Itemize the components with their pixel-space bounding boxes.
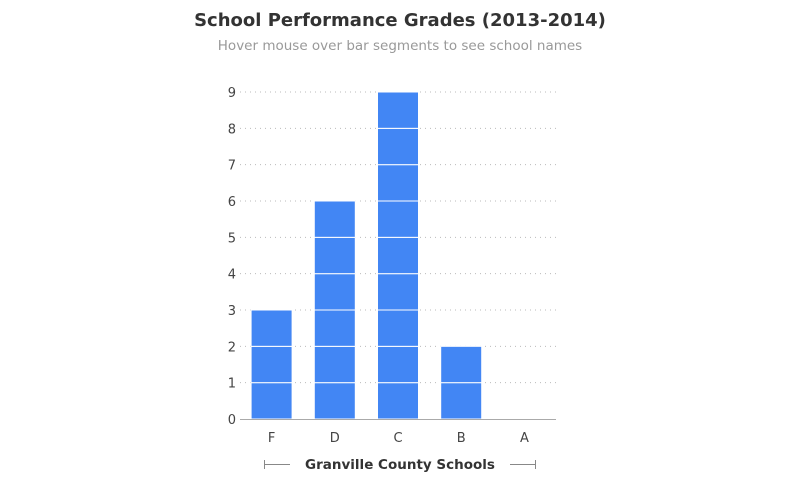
bar-segment[interactable] xyxy=(250,382,293,420)
bar-segment[interactable] xyxy=(313,273,356,311)
bar-segment[interactable] xyxy=(377,273,419,311)
bar[interactable] xyxy=(440,345,483,420)
bar-segment[interactable] xyxy=(377,164,419,202)
bar-segment[interactable] xyxy=(440,345,483,384)
x-axis-title-line-left xyxy=(263,460,290,469)
y-tick-label: 9 xyxy=(228,86,236,101)
y-tick-label: 1 xyxy=(228,377,236,392)
y-axis-ticks: 0 1 2 3 4 5 6 7 8 9 xyxy=(228,86,236,428)
bar-segment[interactable] xyxy=(377,309,419,347)
bar-segment[interactable] xyxy=(313,200,356,238)
y-tick-label: 5 xyxy=(228,231,236,246)
x-axis-title: Granville County Schools xyxy=(305,457,495,473)
x-axis-title-wrap: Granville County Schools xyxy=(0,454,800,473)
y-tick-label: 3 xyxy=(228,304,236,319)
bar-segment[interactable] xyxy=(377,236,419,275)
y-tick-label: 6 xyxy=(228,195,236,210)
bar-segment[interactable] xyxy=(313,236,356,275)
y-tick-label: 0 xyxy=(228,413,236,428)
bar[interactable] xyxy=(313,200,356,420)
bar-segment[interactable] xyxy=(377,200,419,238)
x-axis-title-line-right xyxy=(510,460,537,469)
y-tick-label: 7 xyxy=(228,159,236,174)
bar-segment[interactable] xyxy=(440,382,483,420)
x-tick-label: B xyxy=(457,431,466,446)
bar[interactable] xyxy=(377,91,419,420)
bar-segment[interactable] xyxy=(313,382,356,420)
chart-title: School Performance Grades (2013-2014) xyxy=(194,10,606,31)
chart-subtitle: Hover mouse over bar segments to see sch… xyxy=(217,38,583,54)
bar-segment[interactable] xyxy=(313,345,356,384)
y-tick-label: 4 xyxy=(228,268,236,283)
bar-segment[interactable] xyxy=(313,309,356,347)
bars[interactable] xyxy=(250,91,483,420)
bar[interactable] xyxy=(250,309,293,420)
x-tick-label: A xyxy=(520,431,529,446)
x-tick-label: D xyxy=(330,431,340,446)
bar-segment[interactable] xyxy=(250,309,293,347)
y-tick-label: 2 xyxy=(228,340,236,355)
y-tick-label: 8 xyxy=(228,122,236,137)
x-tick-label: F xyxy=(268,431,275,446)
x-tick-label: C xyxy=(393,431,402,446)
bar-segment[interactable] xyxy=(377,91,419,129)
bar-segment[interactable] xyxy=(377,382,419,420)
bar-segment[interactable] xyxy=(377,345,419,384)
bar-segment[interactable] xyxy=(250,345,293,384)
bar-segment[interactable] xyxy=(377,127,419,166)
